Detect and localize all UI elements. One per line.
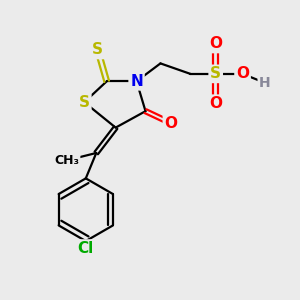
Text: S: S [92, 43, 103, 58]
Text: S: S [210, 66, 221, 81]
Text: Cl: Cl [78, 241, 94, 256]
Text: O: O [209, 37, 222, 52]
Text: CH₃: CH₃ [54, 154, 79, 167]
Text: S: S [79, 95, 90, 110]
Text: O: O [236, 66, 249, 81]
Text: N: N [130, 74, 143, 89]
Text: O: O [164, 116, 177, 130]
Text: O: O [209, 96, 222, 111]
Text: H: H [259, 76, 271, 90]
